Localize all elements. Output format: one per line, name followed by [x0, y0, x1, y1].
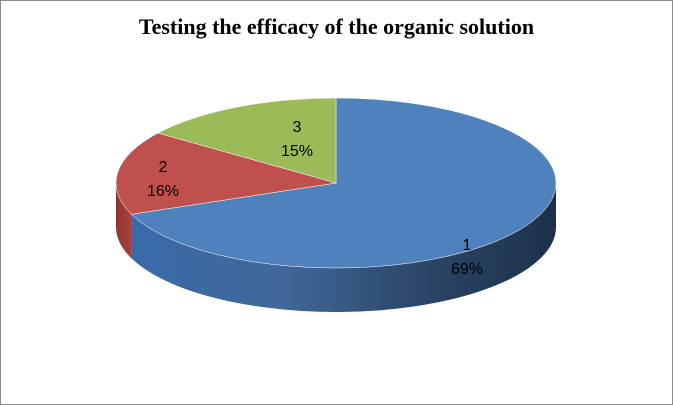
slice-percent-3: 15%: [281, 143, 313, 160]
pie-slice-2: [115, 132, 337, 215]
slice-percent-1: 69%: [451, 261, 483, 278]
chart-title: Testing the efficacy of the organic solu…: [138, 14, 535, 39]
pie-side-2: [116, 183, 132, 259]
pie-slice-3: [157, 97, 337, 184]
slice-label-1: 1: [463, 237, 472, 254]
slice-label-3: 3: [293, 119, 302, 136]
slice-percent-2: 16%: [147, 183, 179, 200]
pie-side-1: [131, 183, 557, 312]
slice-label-2: 2: [159, 159, 168, 176]
pie-slice-1: [130, 97, 557, 269]
